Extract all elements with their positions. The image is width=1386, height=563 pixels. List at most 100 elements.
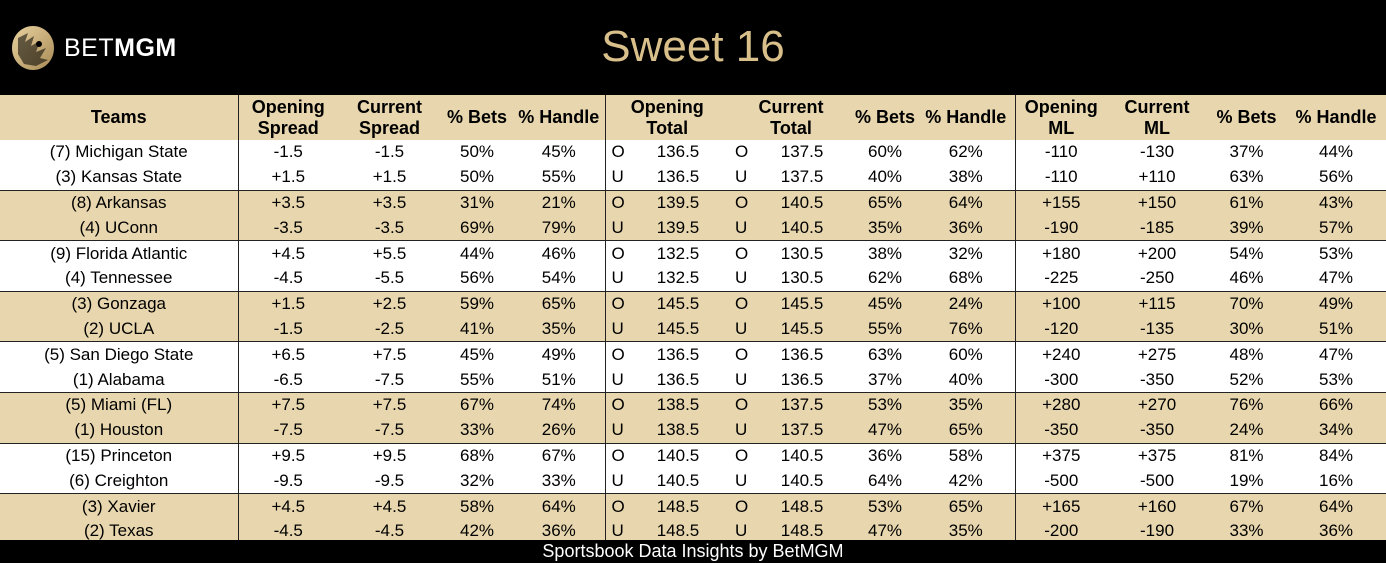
- current-ou-cell: U: [729, 518, 751, 544]
- total-handle-cell: 65%: [917, 417, 1016, 444]
- opening-total-cell: 138.5: [627, 391, 729, 418]
- opening-ml-cell: -190: [1015, 215, 1108, 241]
- current-ou-cell: U: [729, 316, 751, 342]
- col-total-handle: % Handle: [917, 95, 1016, 140]
- table-row: (9) Florida Atlantic +4.5 +5.5 44% 46% O 132.5…: [0, 240, 1386, 266]
- odds-table: Teams Opening Spread Current Spread % Bets…: [0, 95, 1386, 544]
- opening-ml-cell: -500: [1015, 468, 1108, 494]
- header: BETMGM Sweet 16: [0, 0, 1386, 95]
- total-handle-cell: 76%: [917, 316, 1016, 342]
- spread-bets-cell: 41%: [441, 316, 513, 342]
- opening-spread-cell: +9.5: [238, 442, 338, 469]
- current-ou-cell: O: [729, 240, 751, 266]
- current-ml-cell: +115: [1107, 290, 1208, 317]
- total-bets-cell: 55%: [853, 316, 918, 342]
- opening-ou-cell: O: [605, 189, 627, 216]
- current-ou-cell: U: [729, 164, 751, 191]
- ml-handle-cell: 53%: [1286, 240, 1386, 266]
- opening-ml-cell: +100: [1015, 290, 1108, 317]
- current-spread-cell: +3.5: [338, 189, 441, 216]
- table-row: (5) Miami (FL) +7.5 +7.5 67% 74% O 138.5 O 137.5…: [0, 391, 1386, 418]
- ml-handle-cell: 57%: [1286, 215, 1386, 241]
- spread-handle-cell: 51%: [513, 367, 606, 393]
- opening-ou-cell: U: [605, 468, 627, 494]
- total-handle-cell: 62%: [917, 140, 1016, 165]
- opening-ou-cell: O: [605, 493, 627, 519]
- current-spread-cell: +5.5: [338, 240, 441, 266]
- page-title: Sweet 16: [601, 22, 785, 71]
- ml-handle-cell: 64%: [1286, 493, 1386, 519]
- table-row: (5) San Diego State +6.5 +7.5 45% 49% O 136.5 O…: [0, 341, 1386, 368]
- total-bets-cell: 38%: [853, 240, 918, 266]
- ml-bets-cell: 48%: [1207, 341, 1287, 368]
- opening-spread-cell: -4.5: [238, 518, 338, 544]
- total-handle-cell: 42%: [917, 468, 1016, 494]
- ml-bets-cell: 19%: [1207, 468, 1287, 494]
- team-cell: (2) Texas: [0, 518, 239, 544]
- total-handle-cell: 32%: [917, 240, 1016, 266]
- opening-spread-cell: -7.5: [238, 417, 338, 444]
- footer-caption: Sportsbook Data Insights by BetMGM: [0, 540, 1386, 563]
- col-current-spread-l2: Spread: [358, 117, 421, 138]
- col-opening-total-l1: Opening: [630, 96, 704, 117]
- total-bets-cell: 45%: [853, 290, 918, 317]
- opening-ml-cell: -300: [1015, 367, 1108, 393]
- spread-bets-cell: 55%: [441, 367, 513, 393]
- ml-handle-cell: 49%: [1286, 290, 1386, 317]
- total-handle-cell: 38%: [917, 164, 1016, 191]
- current-total-cell: 145.5: [751, 290, 854, 317]
- current-ou-cell: U: [729, 265, 751, 292]
- team-cell: (9) Florida Atlantic: [0, 240, 239, 266]
- spread-handle-cell: 79%: [513, 215, 606, 241]
- table-row: (1) Alabama -6.5 -7.5 55% 51% U 136.5 U 136.5 37%…: [0, 367, 1386, 393]
- total-handle-cell: 36%: [917, 215, 1016, 241]
- opening-ml-cell: -120: [1015, 316, 1108, 342]
- total-bets-cell: 63%: [853, 341, 918, 368]
- spread-handle-cell: 35%: [513, 316, 606, 342]
- ml-handle-cell: 44%: [1286, 140, 1386, 165]
- spread-handle-cell: 45%: [513, 140, 606, 165]
- current-total-cell: 148.5: [751, 493, 854, 519]
- current-total-cell: 137.5: [751, 140, 854, 165]
- current-spread-cell: -3.5: [338, 215, 441, 241]
- opening-spread-cell: -6.5: [238, 367, 338, 393]
- col-opening-total-l2: Total: [646, 117, 689, 138]
- current-ml-cell: -190: [1107, 518, 1208, 544]
- spread-handle-cell: 36%: [513, 518, 606, 544]
- spread-bets-cell: 56%: [441, 265, 513, 292]
- opening-ou-cell: O: [605, 442, 627, 469]
- total-bets-cell: 60%: [853, 140, 918, 165]
- team-cell: (8) Arkansas: [0, 189, 239, 216]
- col-current-total-l1: Current: [758, 96, 824, 117]
- total-handle-cell: 58%: [917, 442, 1016, 469]
- total-bets-cell: 36%: [853, 442, 918, 469]
- spread-bets-cell: 45%: [441, 341, 513, 368]
- opening-ou-cell: U: [605, 417, 627, 444]
- team-cell: (5) San Diego State: [0, 341, 239, 368]
- total-bets-cell: 65%: [853, 189, 918, 216]
- current-ou-cell: O: [729, 493, 751, 519]
- ml-bets-cell: 52%: [1207, 367, 1287, 393]
- current-total-cell: 148.5: [751, 518, 854, 544]
- brand-wordmark: BETMGM: [64, 34, 177, 63]
- col-spread-bets: % Bets: [441, 95, 513, 140]
- current-ml-cell: +270: [1107, 391, 1208, 418]
- ml-handle-cell: 36%: [1286, 518, 1386, 544]
- spread-bets-cell: 59%: [441, 290, 513, 317]
- current-ml-cell: +150: [1107, 189, 1208, 216]
- opening-spread-cell: -9.5: [238, 468, 338, 494]
- table-row: (8) Arkansas +3.5 +3.5 31% 21% O 139.5 O 140.5 65…: [0, 189, 1386, 216]
- opening-total-cell: 139.5: [627, 189, 729, 216]
- col-current-total: Current Total: [729, 95, 854, 140]
- spread-handle-cell: 65%: [513, 290, 606, 317]
- ml-bets-cell: 30%: [1207, 316, 1287, 342]
- total-bets-cell: 40%: [853, 164, 918, 191]
- table-row: (1) Houston -7.5 -7.5 33% 26% U 138.5 U 137.5 47%…: [0, 417, 1386, 444]
- current-ml-cell: +200: [1107, 240, 1208, 266]
- current-total-cell: 140.5: [751, 189, 854, 216]
- opening-ml-cell: +375: [1015, 442, 1108, 469]
- opening-ou-cell: U: [605, 215, 627, 241]
- team-cell: (1) Houston: [0, 417, 239, 444]
- opening-ml-cell: -110: [1015, 164, 1108, 191]
- opening-spread-cell: +4.5: [238, 240, 338, 266]
